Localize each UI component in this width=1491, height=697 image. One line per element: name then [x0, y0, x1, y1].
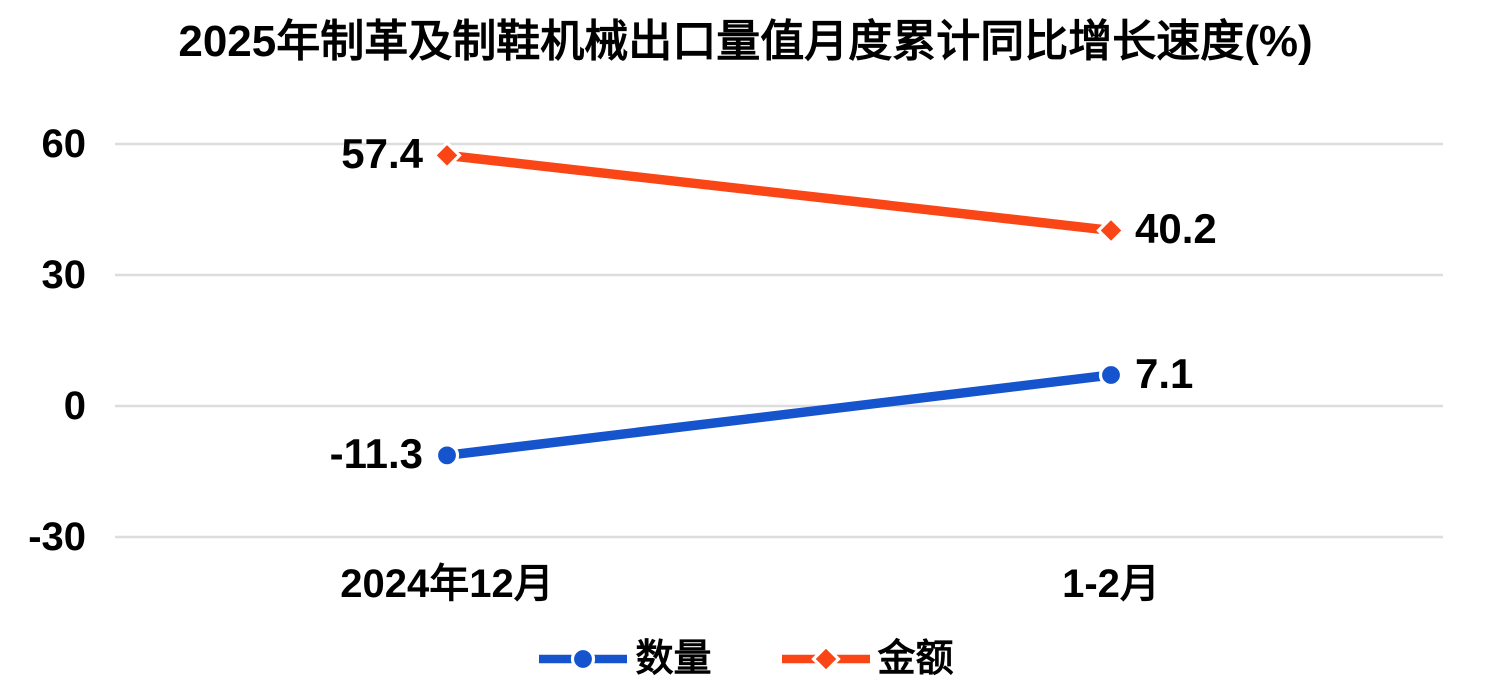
y-axis-tick-label-30: 30	[41, 253, 87, 297]
amount-marker-0	[432, 140, 462, 171]
quantity-data-label-0: -11.3	[329, 430, 423, 478]
quantity-marker-1	[1098, 362, 1124, 388]
amount-marker-1	[1096, 215, 1126, 246]
x-axis-category-label-0: 2024年12月	[340, 562, 554, 606]
legend-item-amount: 金额	[780, 640, 954, 678]
y-axis-tick-label-0: 0	[63, 384, 86, 428]
chart-legend: 数量 金额	[0, 640, 1491, 678]
amount-data-label-0: 57.4	[341, 130, 423, 178]
quantity-legend-marker-icon	[539, 646, 628, 672]
legend-item-quantity: 数量	[537, 638, 712, 680]
amount-series-line	[446, 150, 1112, 236]
legend-label-quantity: 数量	[635, 638, 712, 680]
y-axis-tick-label--30: -30	[28, 515, 86, 559]
chart-title: 2025年制革及制鞋机械出口量值月度累计同比增长速度(%)	[178, 17, 1313, 66]
quantity-series-line	[446, 370, 1112, 461]
amount-legend-point	[810, 644, 841, 674]
legend-label-amount: 金额	[877, 638, 954, 680]
x-axis-category-label-1: 1-2月	[1062, 562, 1160, 606]
quantity-marker-0	[434, 443, 460, 468]
amount-data-label-1: 40.2	[1135, 205, 1217, 253]
amount-legend-marker-icon	[781, 644, 870, 674]
quantity-legend-point	[571, 646, 596, 672]
quantity-data-label-1: 7.1	[1135, 350, 1194, 398]
y-axis-tick-label-60: 60	[41, 122, 87, 166]
